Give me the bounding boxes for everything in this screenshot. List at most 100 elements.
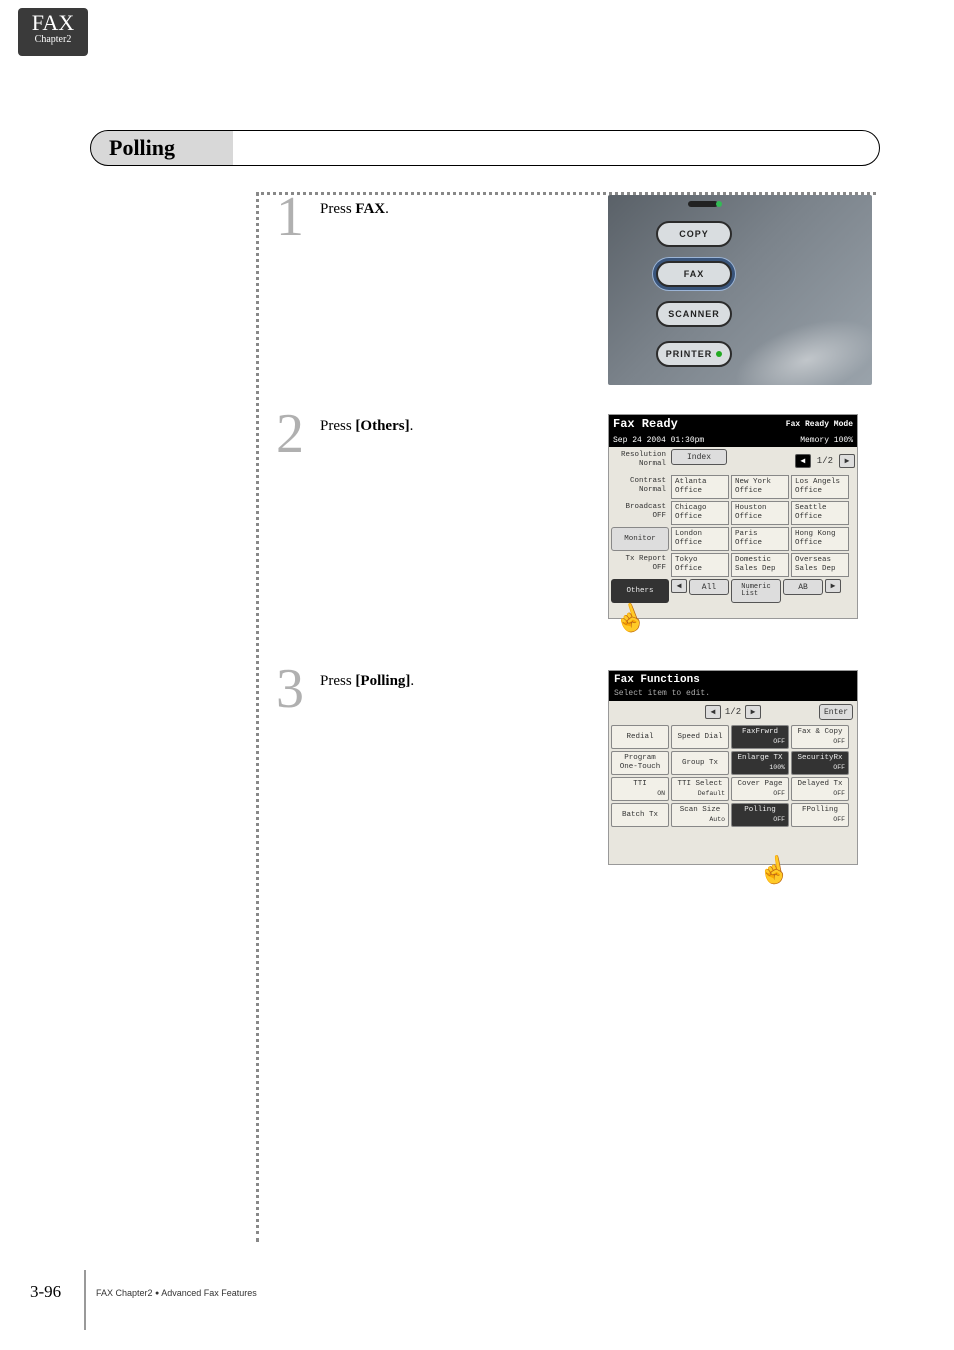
cover-page-label: Cover Page (735, 780, 785, 789)
fax-functions-pager: ◀ 1/2 ▶ Enter (609, 701, 857, 723)
enlarge-tx-label: Enlarge TX (735, 754, 785, 763)
footer-section: Advanced Fax Features (161, 1288, 257, 1298)
all-button[interactable]: All (689, 579, 729, 595)
tti-value: ON (615, 789, 665, 798)
fax-ready-statusbar: Sep 24 2004 01:30pm Memory 100% (609, 433, 857, 447)
chapter-tab: FAX Chapter2 (18, 8, 88, 56)
scan-size-button[interactable]: Scan SizeAuto (671, 803, 729, 827)
label-monitor[interactable]: Monitor (611, 527, 669, 551)
enter-button[interactable]: Enter (819, 704, 853, 720)
device-copy-button[interactable]: COPY (656, 221, 732, 247)
tti-button[interactable]: TTION (611, 777, 669, 801)
device-printer-label: PRINTER (666, 349, 713, 359)
polling-button[interactable]: PollingOFF (731, 803, 789, 827)
ff-page-indicator: 1/2 (725, 707, 741, 717)
fpolling-value: OFF (795, 815, 845, 824)
numeric-list-button[interactable]: Numeric List (731, 579, 781, 603)
onetouch-cell[interactable]: Domestic Sales Dep (731, 553, 789, 577)
printer-led-icon (716, 351, 722, 357)
delayed-tx-value: OFF (795, 789, 845, 798)
fax-copy-value: OFF (795, 737, 845, 746)
footer-divider (84, 1270, 86, 1330)
onetouch-cell[interactable]: Tokyo Office (671, 553, 729, 577)
fax-ready-datetime: Sep 24 2004 01:30pm (613, 436, 704, 445)
delayed-tx-label: Delayed Tx (795, 780, 845, 789)
page-next-button[interactable]: ▶ (839, 454, 855, 468)
step-2-text: Press [Others]. (320, 412, 413, 435)
speed-dial-button[interactable]: Speed Dial (671, 725, 729, 749)
device-panel: COPY FAX SCANNER PRINTER (608, 195, 872, 385)
batch-tx-button[interactable]: Batch Tx (611, 803, 669, 827)
pointing-hand-icon: ☝ (756, 853, 793, 888)
scan-size-label: Scan Size (675, 806, 725, 815)
label-contrast: Contrast Normal (611, 475, 669, 499)
step-1-prefix: Press (320, 201, 355, 217)
list-prev-button[interactable]: ◀ (671, 579, 687, 593)
onetouch-cell[interactable]: Los Angels Office (791, 475, 849, 499)
enlarge-tx-value: 100% (735, 763, 785, 772)
page-indicator: 1/2 (813, 456, 837, 466)
redial-button[interactable]: Redial (611, 725, 669, 749)
fax-ready-titlebar: Fax Ready Fax Ready Mode (609, 415, 857, 433)
tti-select-value: Default (675, 789, 725, 798)
faxforward-value: OFF (735, 737, 785, 746)
fax-functions-grid: Redial Speed Dial FaxFrwrdOFF Fax & Copy… (609, 723, 857, 831)
polling-value: OFF (735, 815, 785, 824)
group-tx-button[interactable]: Group Tx (671, 751, 729, 775)
onetouch-cell[interactable]: Overseas Sales Dep (791, 553, 849, 577)
faxforward-label: FaxFrwrd (735, 728, 785, 737)
step-2-bold: [Others] (355, 418, 409, 434)
page-number: 3-96 (30, 1282, 61, 1302)
fax-copy-button[interactable]: Fax & CopyOFF (791, 725, 849, 749)
fpolling-button[interactable]: FPollingOFF (791, 803, 849, 827)
faxforward-button[interactable]: FaxFrwrdOFF (731, 725, 789, 749)
ff-prev-button[interactable]: ◀ (705, 705, 721, 719)
label-resolution: Resolution Normal (611, 449, 669, 473)
chapter-tab-subtitle: Chapter2 (18, 34, 88, 46)
device-shine (725, 304, 872, 385)
step-3-suffix: . (410, 673, 414, 689)
program-onetouch-button[interactable]: Program One-Touch (611, 751, 669, 775)
step-1-number: 1 (276, 195, 316, 239)
tti-select-label: TTI Select (675, 780, 725, 789)
fax-functions-title: Fax Functions (609, 671, 857, 689)
ab-button[interactable]: AB (783, 579, 823, 595)
onetouch-cell[interactable]: New York Office (731, 475, 789, 499)
step-2-prefix: Press (320, 418, 355, 434)
security-rx-button[interactable]: SecurityRxOFF (791, 751, 849, 775)
onetouch-cell[interactable]: Hong Kong Office (791, 527, 849, 551)
step-1-bold: FAX (355, 201, 385, 217)
onetouch-cell[interactable]: Houston Office (731, 501, 789, 525)
delayed-tx-button[interactable]: Delayed TxOFF (791, 777, 849, 801)
device-scanner-button[interactable]: SCANNER (656, 301, 732, 327)
device-fax-button[interactable]: FAX (656, 261, 732, 287)
fax-ready-screen: Fax Ready Fax Ready Mode Sep 24 2004 01:… (608, 414, 858, 619)
onetouch-cell[interactable]: Paris Office (731, 527, 789, 551)
fax-copy-label: Fax & Copy (795, 728, 845, 737)
device-indicator (688, 201, 718, 207)
label-broadcast: Broadcast OFF (611, 501, 669, 525)
onetouch-cell[interactable]: Seattle Office (791, 501, 849, 525)
page-prev-button[interactable]: ◀ (795, 454, 811, 468)
cover-page-value: OFF (735, 789, 785, 798)
scan-size-value: Auto (675, 815, 725, 824)
fax-ready-mode: Fax Ready Mode (786, 420, 853, 429)
index-button[interactable]: Index (671, 449, 727, 465)
list-next-button[interactable]: ▶ (825, 579, 841, 593)
fax-ready-title: Fax Ready (613, 417, 678, 431)
step-3-number: 3 (276, 667, 316, 711)
device-printer-button[interactable]: PRINTER (656, 341, 732, 367)
step-3-prefix: Press (320, 673, 355, 689)
step-1-suffix: . (385, 201, 389, 217)
fax-ready-memory: Memory 100% (800, 436, 853, 445)
tti-select-button[interactable]: TTI SelectDefault (671, 777, 729, 801)
security-rx-label: SecurityRx (795, 754, 845, 763)
onetouch-cell[interactable]: London Office (671, 527, 729, 551)
onetouch-cell[interactable]: Chicago Office (671, 501, 729, 525)
ff-next-button[interactable]: ▶ (745, 705, 761, 719)
cover-page-button[interactable]: Cover PageOFF (731, 777, 789, 801)
enlarge-tx-button[interactable]: Enlarge TX100% (731, 751, 789, 775)
security-rx-value: OFF (795, 763, 845, 772)
onetouch-cell[interactable]: Atlanta Office (671, 475, 729, 499)
section-title: Polling (109, 135, 175, 161)
